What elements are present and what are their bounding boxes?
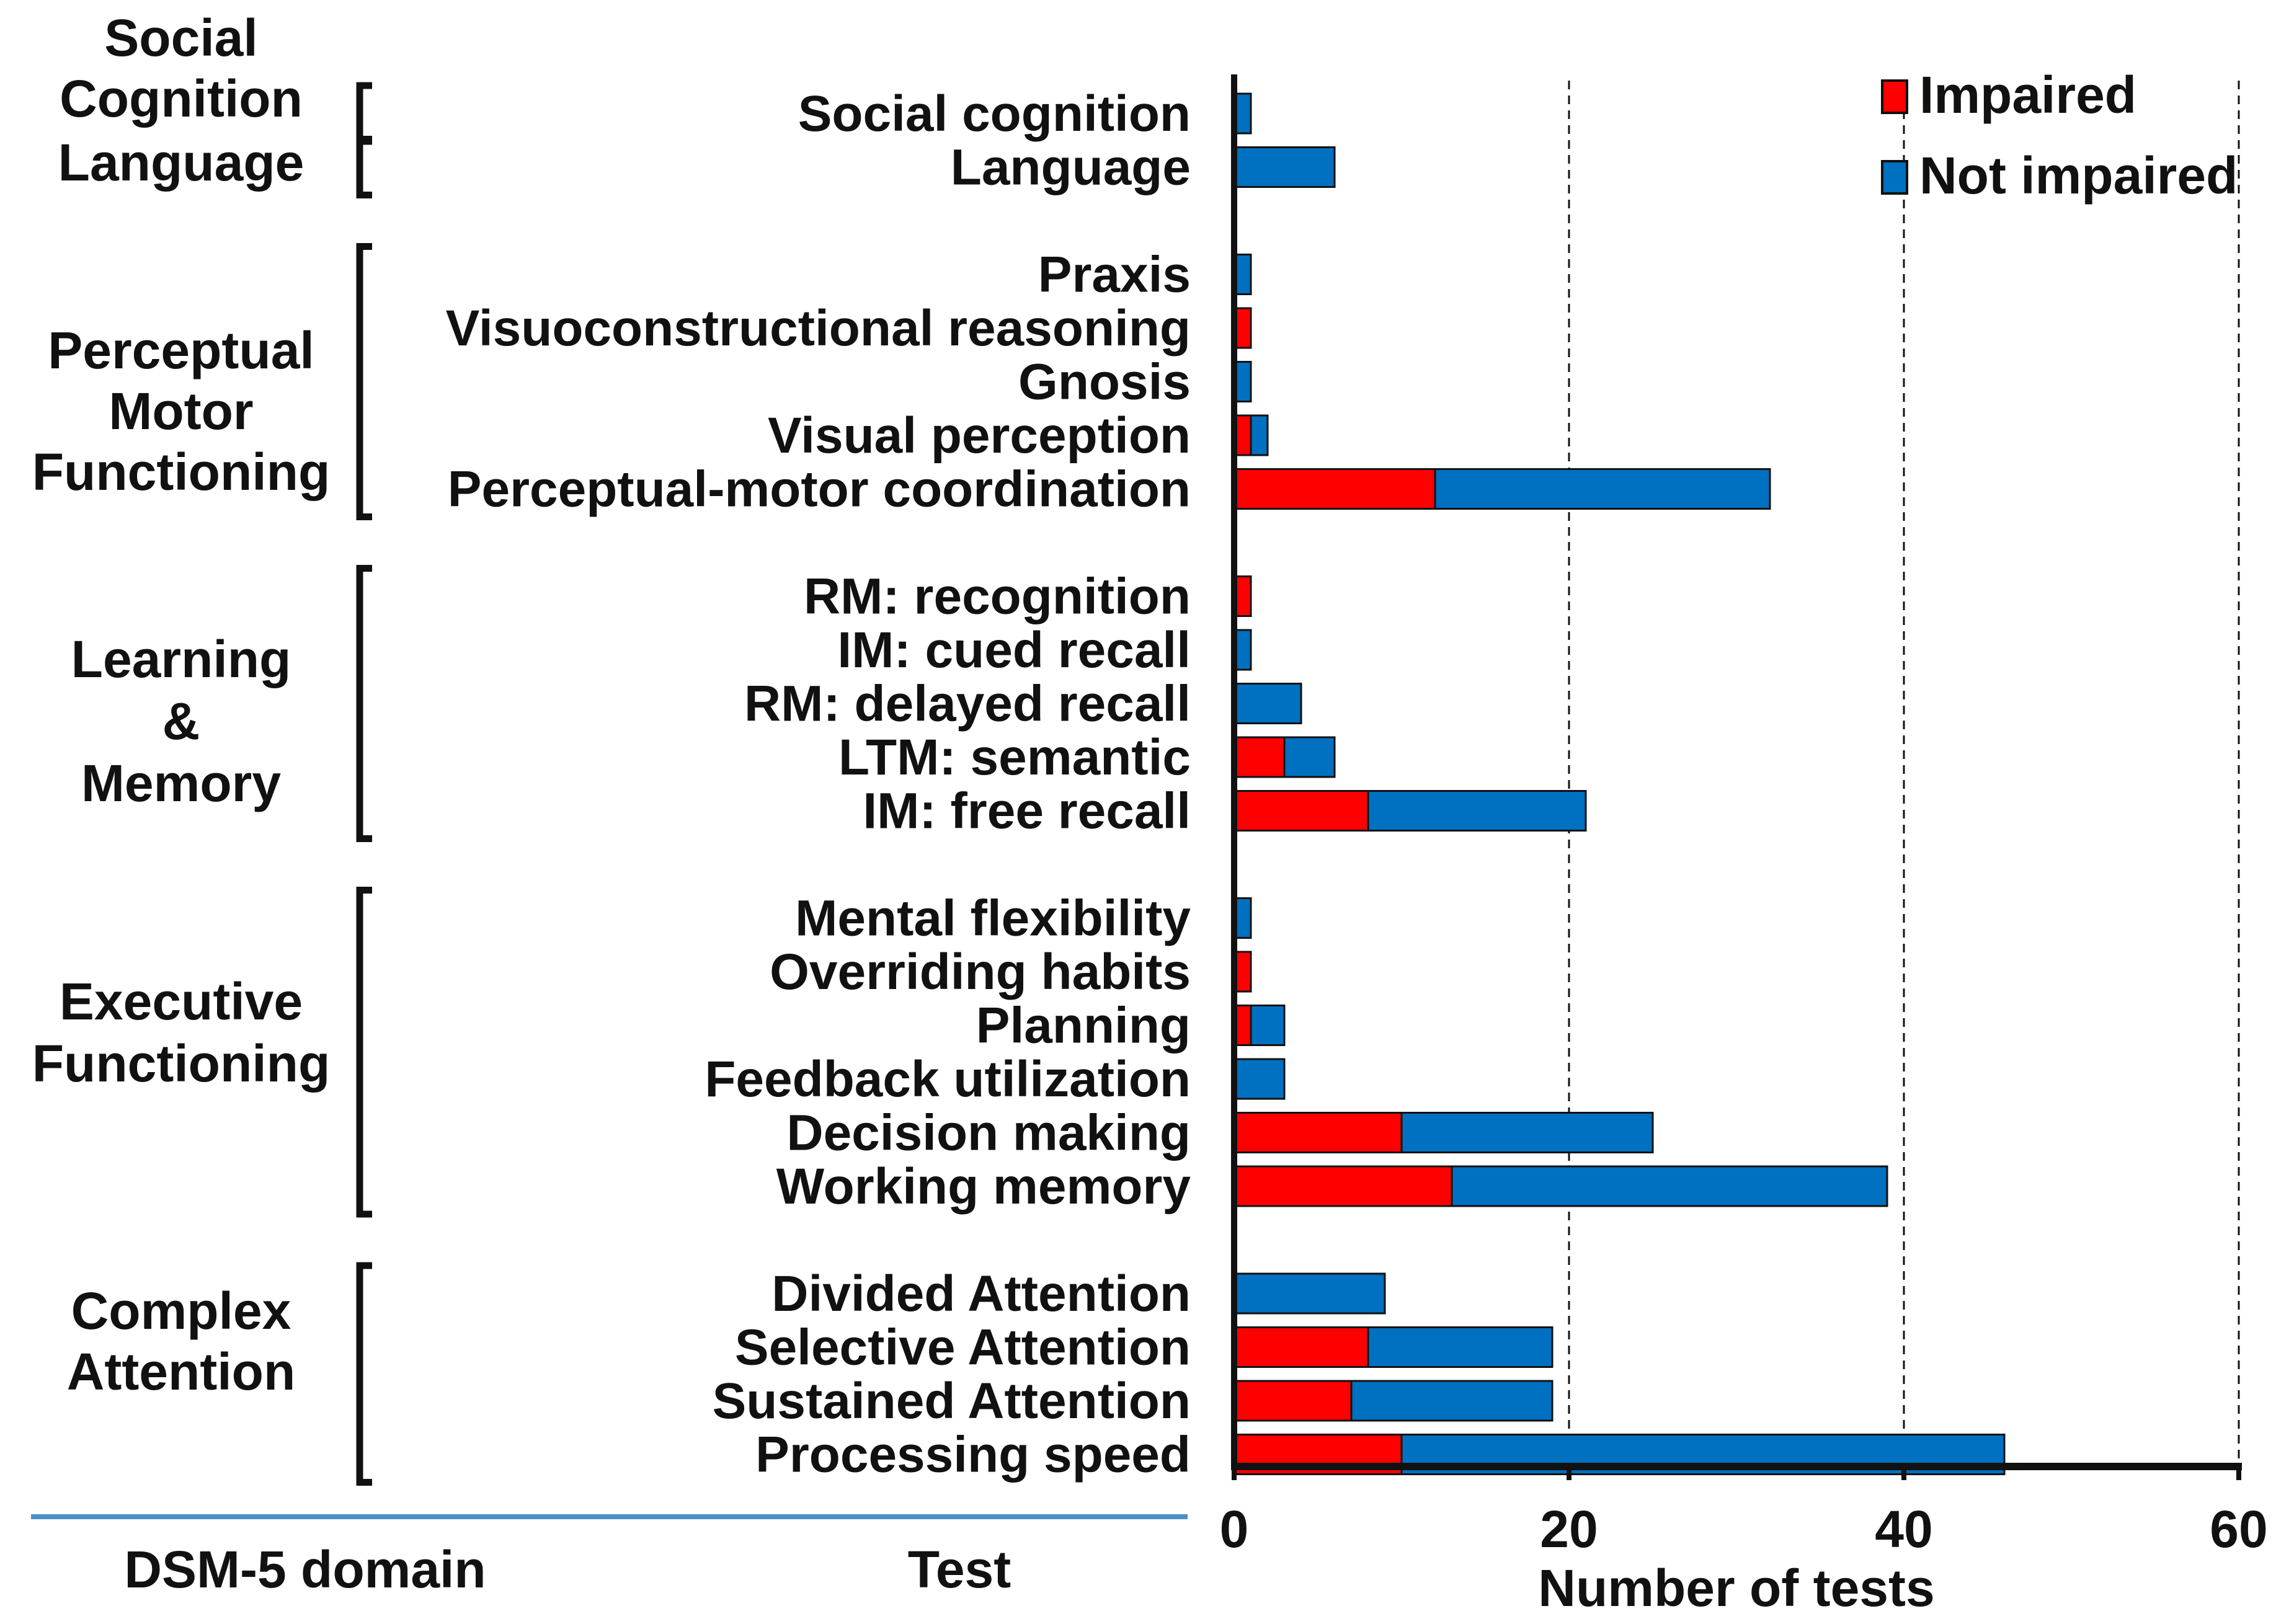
bar-not-impaired-visual-perception xyxy=(1250,414,1269,456)
test-label-visuoconstructional-reasoning: Visuoconstructional reasoning xyxy=(446,300,1191,357)
bar-not-impaired-working-memory xyxy=(1451,1165,1888,1207)
domain-label-: & xyxy=(162,692,200,750)
bar-impaired-perceptual-motor-coordination xyxy=(1233,468,1436,510)
x-tick-label-0: 0 xyxy=(1220,1500,1249,1558)
bar-not-impaired-decision-making xyxy=(1400,1112,1654,1153)
bracket-complex-attention xyxy=(356,1262,372,1486)
test-label-ltm-semantic: LTM: semantic xyxy=(838,729,1191,786)
column-header-test: Test xyxy=(908,1540,1011,1599)
test-label-im-free-recall: IM: free recall xyxy=(863,783,1191,840)
bar-not-impaired-perceptual-motor-coordination xyxy=(1434,468,1771,510)
test-label-decision-making: Decision making xyxy=(786,1105,1191,1161)
bar-not-impaired-planning xyxy=(1250,1005,1286,1046)
x-tick-label-60: 60 xyxy=(2210,1500,2267,1558)
domain-label-functioning: Functioning xyxy=(32,443,331,501)
test-label-sustained-attention: Sustained Attention xyxy=(713,1373,1191,1429)
bracket-learning-memory xyxy=(356,565,372,842)
bar-impaired-im-free-recall xyxy=(1233,790,1369,832)
test-label-selective-attention: Selective Attention xyxy=(735,1320,1191,1376)
legend-label-not-impaired: Not impaired xyxy=(1919,146,2238,205)
bracket-social-cognition xyxy=(356,82,372,145)
test-label-overriding-habits: Overriding habits xyxy=(770,944,1191,1000)
domain-label-cognition: Cognition xyxy=(60,69,303,128)
bracket-executive-functioning xyxy=(356,887,372,1218)
legend-label-impaired: Impaired xyxy=(1919,66,2136,124)
domain-label-complex: Complex xyxy=(71,1282,291,1340)
domain-label-functioning: Functioning xyxy=(32,1034,331,1093)
test-label-im-cued-recall: IM: cued recall xyxy=(837,622,1191,678)
bar-impaired-decision-making xyxy=(1233,1112,1403,1153)
test-label-rm-recognition: RM: recognition xyxy=(804,569,1191,625)
legend: Impaired Not impaired xyxy=(1881,66,2238,205)
domain-label-perceptual: Perceptual xyxy=(48,321,314,379)
test-label-divided-attention: Divided Attention xyxy=(771,1266,1191,1322)
test-label-planning: Planning xyxy=(976,998,1191,1054)
bar-not-impaired-selective-attention xyxy=(1367,1326,1554,1368)
test-label-rm-delayed-recall: RM: delayed recall xyxy=(744,676,1191,732)
domain-label-learning: Learning xyxy=(71,630,291,688)
domain-label-social: Social xyxy=(104,9,257,67)
bar-not-impaired-sustained-attention xyxy=(1350,1380,1554,1422)
bar-not-impaired-language xyxy=(1233,146,1336,188)
bar-impaired-sustained-attention xyxy=(1233,1380,1353,1422)
test-label-processing-speed: Processing speed xyxy=(755,1427,1191,1483)
x-tick-label-40: 40 xyxy=(1875,1500,1932,1558)
x-tick-label-20: 20 xyxy=(1540,1500,1598,1558)
column-header-domain: DSM-5 domain xyxy=(124,1540,486,1599)
bar-not-impaired-divided-attention xyxy=(1233,1272,1386,1315)
legend-swatch-not-impaired xyxy=(1881,160,1908,195)
test-label-feedback-utilization: Feedback utilization xyxy=(705,1051,1191,1107)
domain-label-motor: Motor xyxy=(109,382,253,440)
domain-label-attention: Attention xyxy=(67,1342,296,1401)
x-axis-title: Number of tests xyxy=(1538,1559,1934,1617)
test-label-perceptual-motor-coordination: Perceptual-motor coordination xyxy=(448,461,1191,518)
bar-impaired-ltm-semantic xyxy=(1233,736,1286,778)
domain-label-language: Language xyxy=(58,133,305,192)
bar-not-impaired-rm-delayed-recall xyxy=(1233,683,1302,724)
legend-swatch-impaired xyxy=(1881,79,1908,114)
bar-not-impaired-feedback-utilization xyxy=(1233,1058,1286,1100)
bar-impaired-selective-attention xyxy=(1233,1326,1369,1368)
bar-not-impaired-ltm-semantic xyxy=(1283,736,1336,778)
bracket-language xyxy=(356,136,372,198)
test-label-mental-flexibility: Mental flexibility xyxy=(795,890,1191,947)
domain-label-memory: Memory xyxy=(81,754,281,812)
test-label-language: Language xyxy=(951,140,1191,196)
test-label-gnosis: Gnosis xyxy=(1018,354,1191,410)
test-label-praxis: Praxis xyxy=(1038,247,1191,303)
test-label-visual-perception: Visual perception xyxy=(768,407,1191,464)
test-label-working-memory: Working memory xyxy=(776,1158,1191,1215)
bar-not-impaired-im-free-recall xyxy=(1367,790,1587,832)
bar-impaired-working-memory xyxy=(1233,1165,1453,1207)
domain-label-executive: Executive xyxy=(60,972,303,1031)
test-label-social-cognition: Social cognition xyxy=(798,86,1191,142)
bracket-perceptual-motor-functioning xyxy=(356,243,372,520)
